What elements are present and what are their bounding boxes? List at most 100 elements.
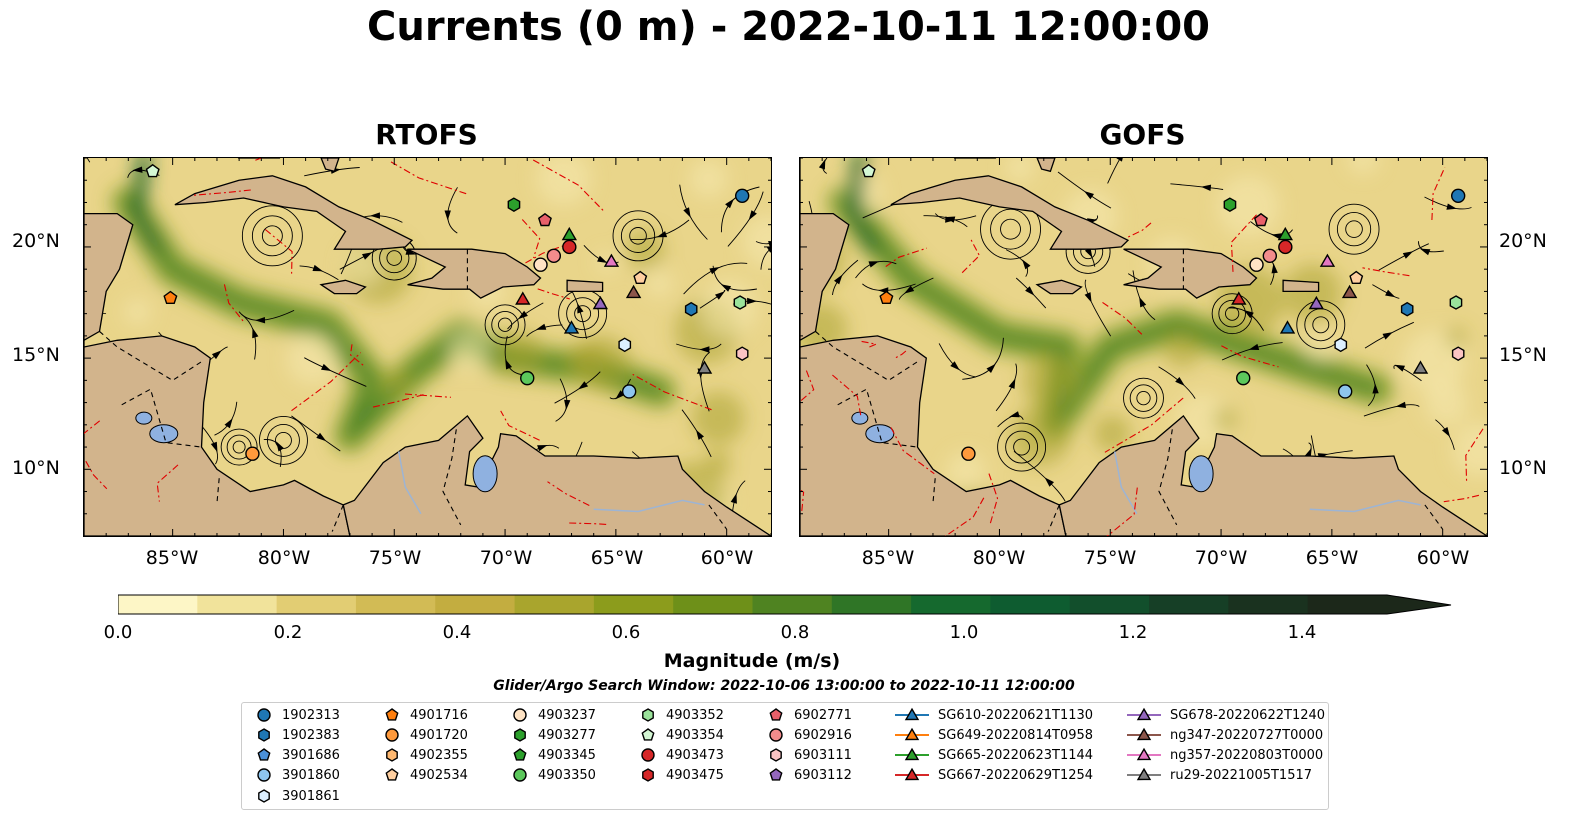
legend-item-4903473: 4903473 — [638, 745, 724, 765]
legend-item-4901720: 4901720 — [382, 725, 468, 745]
legend-symbol-circle-icon — [257, 708, 271, 722]
lon-label-left-75w: 75°W — [368, 547, 422, 569]
legend-label: SG667-20220629T1254 — [938, 767, 1094, 783]
figure-title: Currents (0 m) - 2022-10-11 12:00:00 — [367, 4, 1210, 50]
lon-label-left-80w: 80°W — [257, 547, 311, 569]
colorbar-tick-2: 0.4 — [442, 622, 472, 643]
legend-marker — [258, 789, 270, 803]
legend-label: 3901861 — [282, 788, 340, 804]
legend-symbol-circle-icon — [257, 768, 271, 782]
lat-label-right-10n: 10°N — [1499, 457, 1547, 479]
legend-label: 4901716 — [410, 707, 468, 723]
legend-symbol-triangle-icon — [895, 747, 929, 761]
lake — [135, 411, 153, 425]
legend-symbol-pentagon-icon — [769, 708, 783, 721]
marker-4903350 — [1236, 370, 1251, 386]
legend-symbol-hexagon-icon — [258, 728, 270, 742]
colorbar-segment — [673, 595, 753, 614]
legend-label: SG665-20220623T1144 — [938, 747, 1094, 763]
marker-4903352 — [733, 295, 747, 310]
legend-label: SG610-20220621T1130 — [938, 707, 1094, 723]
legend-marker — [257, 708, 271, 722]
colorbar-segment — [1149, 595, 1229, 614]
colorbar-segment — [752, 595, 833, 614]
legend-symbol-hexagon-icon — [514, 728, 526, 742]
legend-item-6903111: 6903111 — [766, 745, 852, 765]
legend-item-4903352: 4903352 — [638, 705, 724, 725]
marker-ng357-20220803T0000 — [1319, 253, 1336, 267]
marker-1902313 — [734, 188, 750, 203]
legend: 1902313 1902383 3901686 3901860 3901861 49017… — [241, 702, 1329, 810]
legend-marker — [1136, 707, 1152, 721]
colorbar-tick-6: 1.2 — [1118, 622, 1148, 643]
legend-item-4903475: 4903475 — [638, 765, 724, 785]
legend-label: 4903345 — [538, 747, 596, 763]
legend-item-ru29-20221005T1517: ru29-20221005T1517 — [1126, 765, 1312, 785]
legend-marker — [514, 728, 526, 742]
colorbar-extend-arrow — [1387, 595, 1451, 614]
marker-4901716 — [879, 290, 894, 305]
legend-item-4903345: 4903345 — [510, 745, 596, 765]
search-window-text: Glider/Argo Search Window: 2022-10-06 13… — [493, 678, 1075, 694]
marker-ng347-20220727T0000 — [625, 284, 642, 299]
legend-item-SG665-20220623T1144: SG665-20220623T1144 — [894, 745, 1093, 765]
legend-label: ng347-20220727T0000 — [1170, 727, 1324, 743]
marker-4903473 — [562, 239, 577, 255]
legend-marker — [641, 748, 655, 762]
legend-item-4903237: 4903237 — [510, 705, 596, 725]
colorbar-label: Magnitude (m/s) — [663, 650, 841, 672]
bahamas-land — [320, 158, 340, 173]
marker-4903354 — [861, 163, 876, 178]
legend-marker — [257, 748, 271, 761]
marker-6902771 — [537, 212, 552, 227]
legend-label: 4903475 — [666, 767, 724, 783]
legend-item-SG649-20220814T0958: SG649-20220814T0958 — [894, 725, 1093, 745]
lat-label-left-10n: 10°N — [12, 457, 60, 479]
legend-label: 4902534 — [410, 767, 468, 783]
marker-SG665-20220623T1144 — [1277, 226, 1294, 241]
legend-item-SG678-20220622T1240: SG678-20220622T1240 — [1126, 705, 1325, 725]
jamaica-land — [1035, 279, 1083, 295]
lon-label-left-65w: 65°W — [590, 547, 644, 569]
marker-4903352 — [1449, 295, 1463, 310]
colorbar-segment — [1228, 595, 1309, 614]
cuba-land — [890, 175, 1130, 250]
legend-marker — [904, 767, 920, 781]
legend-symbol-triangle-icon — [895, 767, 929, 781]
legend-item-1902313: 1902313 — [254, 705, 340, 725]
yucatan-land — [84, 212, 134, 342]
legend-symbol-circle-icon — [513, 708, 527, 722]
marker-SG610-20220621T1130 — [563, 320, 580, 334]
marker-4902534 — [633, 270, 648, 285]
marker-4901716 — [163, 290, 178, 305]
eez-boundaries — [84, 158, 712, 526]
colorbar-segment — [593, 595, 674, 614]
marker-SG678-20220622T1240 — [592, 295, 609, 310]
marker-ng347-20220727T0000 — [1341, 284, 1358, 299]
legend-item-3901861: 3901861 — [254, 786, 340, 806]
lon-label-left-70w: 70°W — [479, 547, 533, 569]
colorbar-segment — [911, 595, 991, 614]
marker-ru29-20221005T1517 — [696, 360, 713, 374]
legend-item-4902355: 4902355 — [382, 745, 468, 765]
lon-label-right-75w: 75°W — [1083, 547, 1137, 569]
lon-label-right-60w: 60°W — [1416, 547, 1470, 569]
legend-marker — [386, 748, 398, 762]
colorbar-tick-1: 0.2 — [273, 622, 303, 643]
legend-symbol-circle-icon — [513, 768, 527, 782]
legend-symbol-pentagon-icon — [385, 708, 399, 721]
legend-marker — [257, 768, 271, 782]
colorbar-segment — [276, 595, 357, 614]
south-america-land — [342, 414, 771, 536]
legend-marker — [904, 707, 920, 721]
legend-item-4903350: 4903350 — [510, 765, 596, 785]
marker-ng357-20220803T0000 — [603, 253, 620, 267]
lake — [472, 455, 498, 493]
legend-label: 4901720 — [410, 727, 468, 743]
legend-marker — [513, 768, 527, 782]
legend-marker — [642, 768, 654, 782]
legend-symbol-pentagon-icon — [513, 748, 527, 761]
legend-label: 6903112 — [794, 767, 852, 783]
yucatan-land — [800, 212, 850, 342]
colorbar-tick-7: 1.4 — [1287, 622, 1317, 643]
